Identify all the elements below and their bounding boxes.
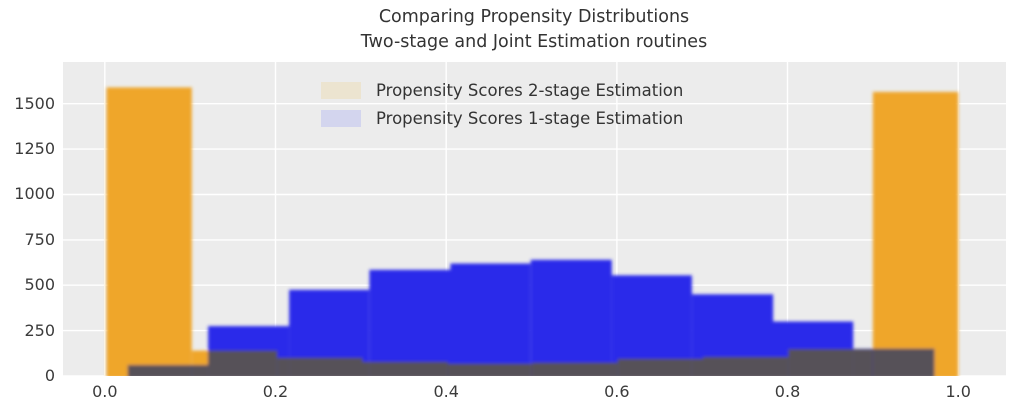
- histogram-overlap: [703, 356, 773, 376]
- y-tick-label: 500: [24, 275, 55, 295]
- histogram-overlap: [208, 350, 278, 376]
- y-tick-label: 0: [44, 366, 55, 385]
- histogram-overlap: [692, 358, 704, 376]
- histogram-bars: [106, 87, 959, 376]
- histogram-overlap: [127, 365, 192, 376]
- histogram-overlap: [530, 363, 533, 376]
- legend: Propensity Scores 2-stage Estimation Pro…: [321, 76, 683, 132]
- histogram-overlap: [447, 363, 451, 376]
- legend-item-1stage: Propensity Scores 1-stage Estimation: [321, 104, 683, 132]
- histogram-overlap: [611, 362, 618, 376]
- y-tick-label: 1250: [14, 139, 55, 159]
- histogram-overlap: [853, 349, 873, 376]
- histogram-overlap: [450, 363, 531, 376]
- x-tick-label: 0.2: [262, 382, 289, 401]
- histogram-overlap: [289, 357, 363, 376]
- histogram-overlap: [617, 358, 692, 376]
- histogram-overlap: [872, 348, 935, 376]
- x-tick-label: 1.0: [945, 382, 971, 401]
- histogram-bar-1stage: [369, 269, 451, 376]
- y-tick-label: 750: [24, 229, 55, 249]
- chart-title-line1: Comparing Propensity Distributions: [378, 7, 690, 27]
- histogram-overlap: [277, 357, 290, 376]
- histogram-overlap: [191, 365, 209, 376]
- histogram-bar-1stage: [530, 259, 612, 376]
- x-tick-label: 0.6: [604, 382, 630, 401]
- y-tick-label: 1000: [14, 184, 55, 204]
- histogram-bar-1stage: [450, 263, 531, 376]
- x-tick-label: 0.8: [774, 382, 801, 401]
- histogram-overlap: [788, 349, 854, 376]
- legend-swatch-2stage: [321, 81, 361, 99]
- legend-item-2stage: Propensity Scores 2-stage Estimation: [321, 76, 683, 104]
- histogram-canvas: [63, 62, 1006, 376]
- histogram-overlap: [362, 361, 370, 376]
- legend-label-2stage: Propensity Scores 2-stage Estimation: [376, 80, 684, 100]
- plot-area: Propensity Scores 2-stage Estimation Pro…: [63, 62, 1006, 376]
- x-tick-label: 0.4: [433, 382, 459, 401]
- chart-title-line2: Two-stage and Joint Estimation routines: [360, 32, 708, 52]
- histogram-bar-2stage: [872, 91, 959, 376]
- x-tick-label: 0.0: [92, 382, 118, 401]
- chart-title: Comparing Propensity Distributions Two-s…: [361, 5, 707, 55]
- histogram-bar-2stage: [106, 87, 192, 376]
- legend-swatch-1stage: [321, 109, 361, 127]
- legend-label-1stage: Propensity Scores 1-stage Estimation: [376, 108, 684, 128]
- histogram-overlap: [369, 361, 448, 376]
- y-tick-label: 1500: [14, 93, 55, 113]
- histogram-overlap: [773, 356, 789, 376]
- histogram-overlap: [532, 362, 612, 376]
- y-tick-label: 250: [24, 320, 55, 340]
